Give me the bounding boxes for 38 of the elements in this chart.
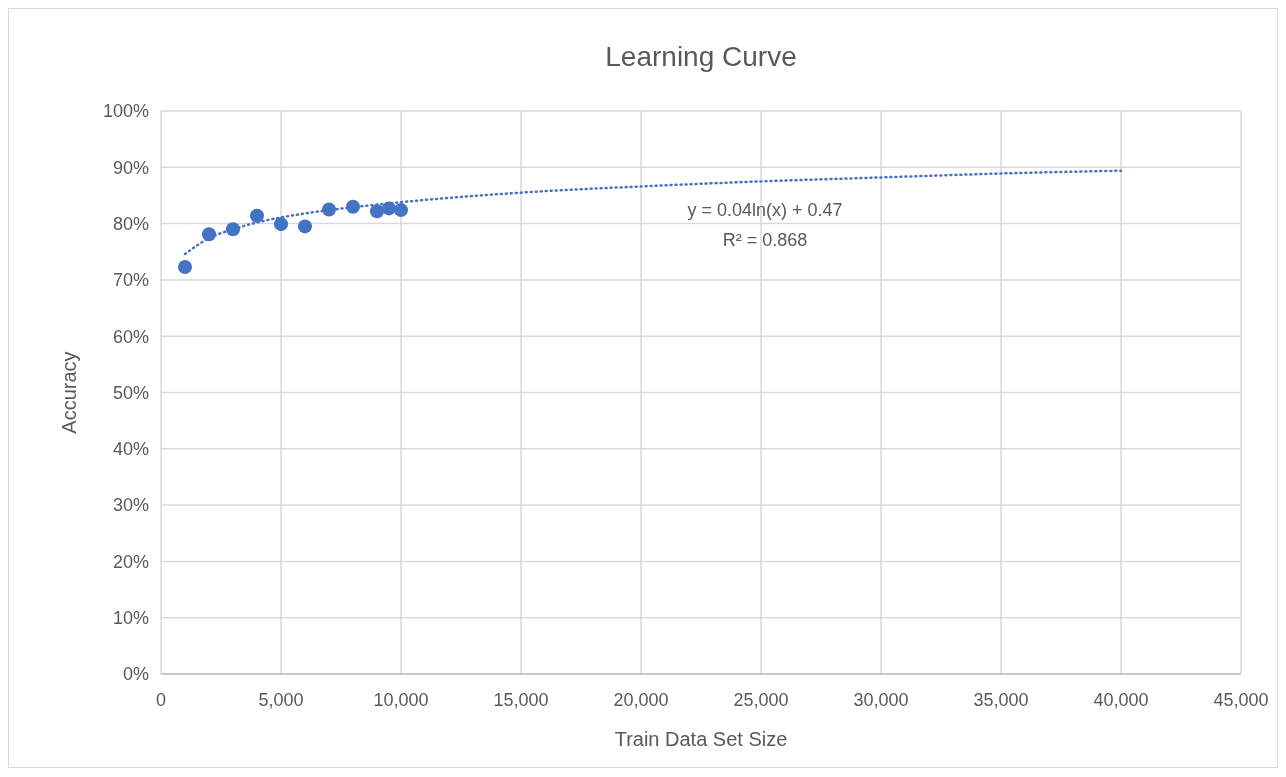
point [370,204,384,219]
point [250,208,264,223]
y-tick-label: 70% [112,270,149,291]
point [178,259,192,274]
annotation: y = 0.04ln(x) + 0.47 [687,200,843,220]
y-tick-label: 40% [112,439,149,460]
x-tick-label: 30,000 [853,690,909,710]
y-tick-label: 20% [112,551,149,572]
x-tick-label: 0 [155,690,167,710]
x-tick-label: 15,000 [493,690,549,710]
point [322,202,336,217]
x-tick-label: 5,000 [258,690,304,710]
y-tick-label: 90% [112,157,149,178]
point [226,222,240,237]
x-axis-title: Train Data Set Size [614,728,788,750]
y-tick-label: 100% [102,101,149,122]
point [382,201,396,216]
chart-title: Learning Curve [605,41,797,72]
point [394,203,408,218]
y-tick-label: 10% [112,608,149,628]
x-tick-label: 25,000 [733,690,789,710]
point [202,227,216,242]
x-tick-label: 20,000 [613,690,669,710]
x-tick-label: 40,000 [1093,690,1149,710]
point [274,217,288,232]
point [298,219,312,234]
line-series [183,169,1123,256]
point [346,199,360,214]
y-tick-label: 50% [112,382,149,403]
x-tick-label: 10,000 [373,690,429,710]
x-tick-label: 45,000 [1213,690,1269,710]
y-tick-label: 30% [112,495,149,516]
y-tick-label: 60% [112,326,149,347]
y-tick-label: 0% [122,664,149,685]
annotation: R² = 0.868 [722,230,808,250]
x-tick-label: 35,000 [973,690,1029,710]
y-tick-label: 80% [112,213,149,234]
y-axis-title: Accuracy [58,351,80,434]
